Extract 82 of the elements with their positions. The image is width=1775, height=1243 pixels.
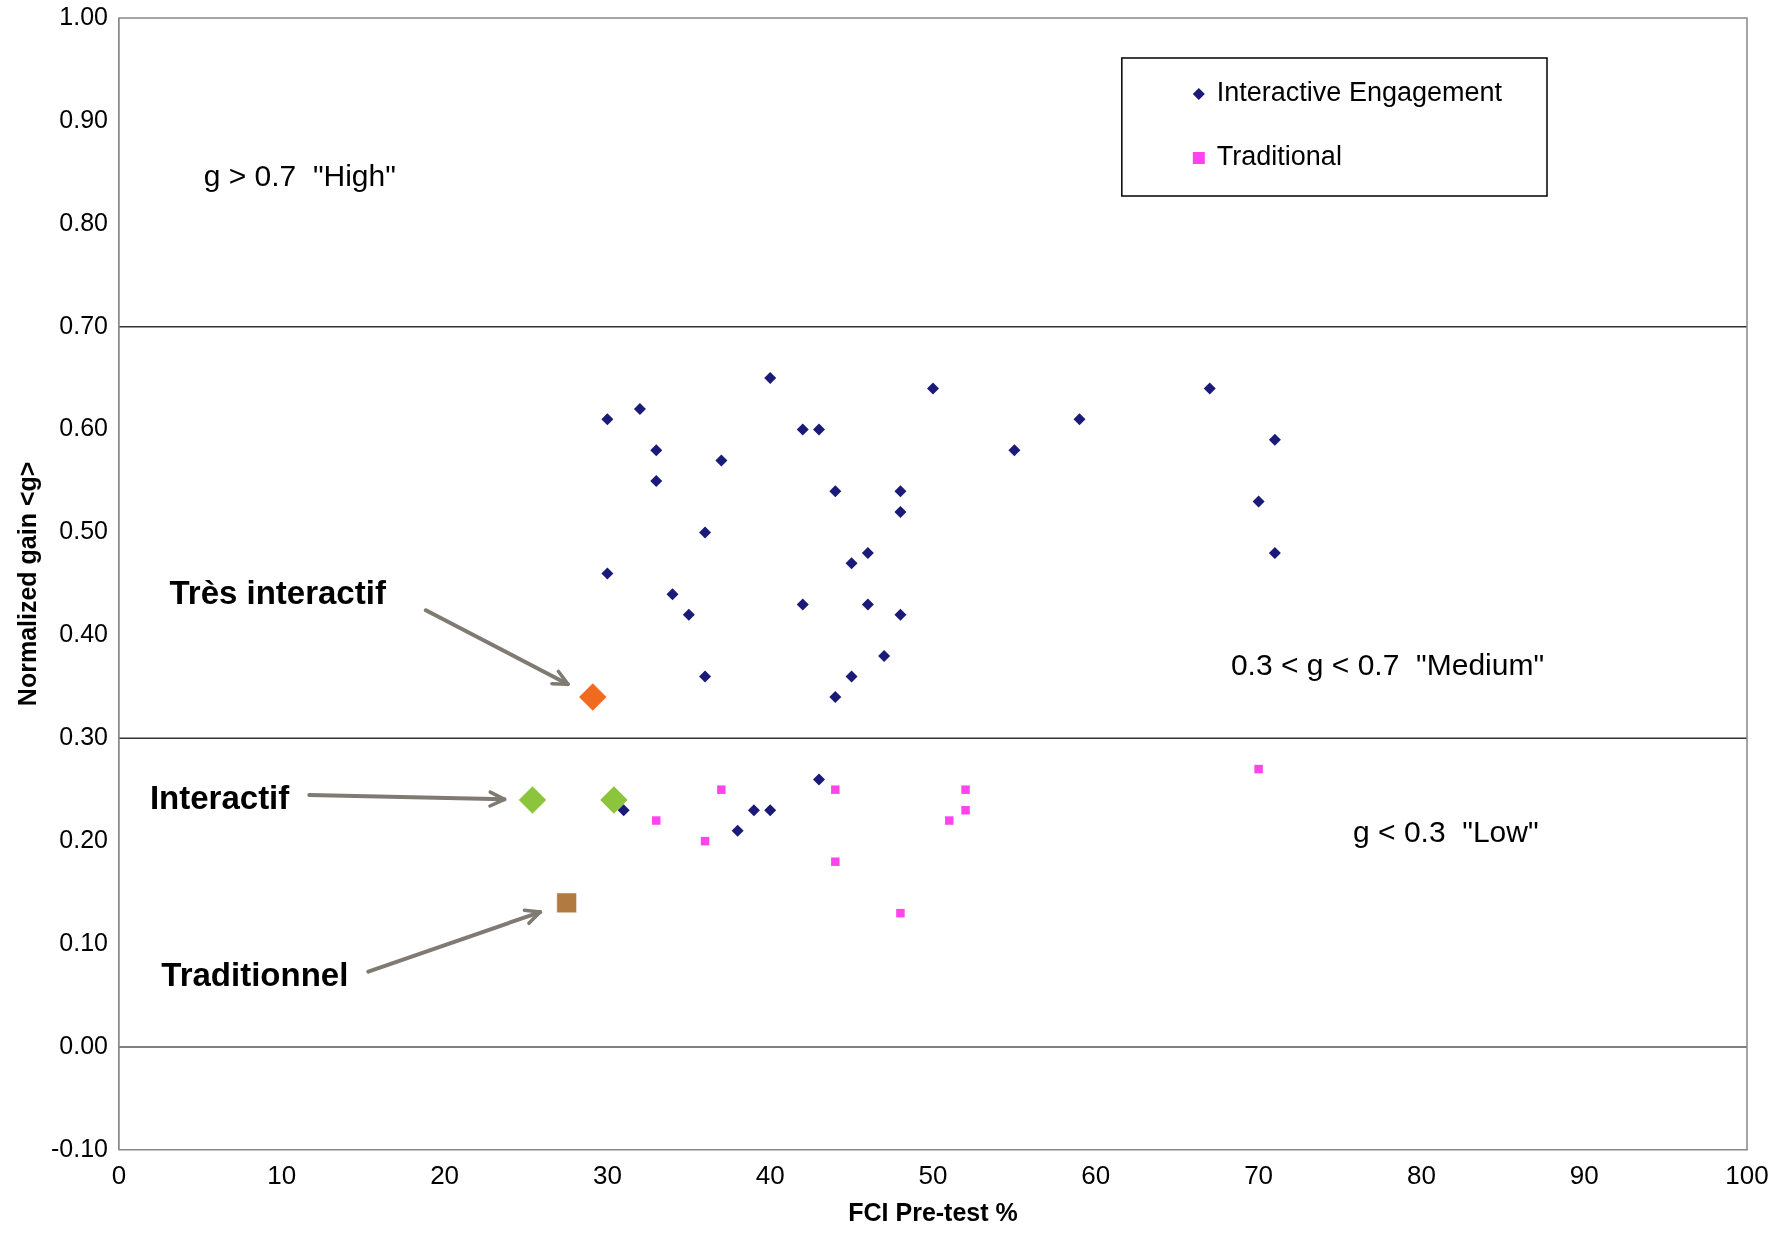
x-tick-label: 20 xyxy=(430,1159,460,1190)
point xyxy=(650,475,663,488)
point xyxy=(650,444,663,457)
point xyxy=(699,670,712,683)
point xyxy=(878,649,891,662)
point xyxy=(796,423,809,436)
point xyxy=(831,785,840,794)
point xyxy=(961,806,970,815)
point xyxy=(578,682,608,712)
point xyxy=(1252,495,1265,508)
y-tick-label: 0.70 xyxy=(59,310,108,339)
point xyxy=(831,857,840,866)
point xyxy=(666,588,679,601)
point xyxy=(894,505,907,518)
point xyxy=(894,608,907,621)
point xyxy=(861,598,874,611)
point xyxy=(1268,547,1281,560)
point xyxy=(829,691,842,704)
x-tick-label: 70 xyxy=(1244,1159,1274,1190)
point xyxy=(845,670,858,683)
point xyxy=(682,608,695,621)
legend-label: Interactive Engagement xyxy=(1216,77,1503,108)
x-tick-label: 80 xyxy=(1406,1159,1436,1190)
x-tick-label: 90 xyxy=(1569,1159,1599,1190)
point xyxy=(556,892,578,914)
y-tick-label: 0.30 xyxy=(59,722,108,751)
point xyxy=(747,804,760,817)
x-tick-label: 40 xyxy=(755,1159,785,1190)
x-tick-label: 10 xyxy=(267,1159,297,1190)
annotation: g > 0.7 "High" xyxy=(203,158,396,192)
point xyxy=(699,526,712,539)
point xyxy=(764,372,777,385)
y-tick-label: 0.20 xyxy=(59,825,108,854)
x-tick-label: 60 xyxy=(1081,1159,1111,1190)
y-tick-label: 0.50 xyxy=(59,516,108,545)
point xyxy=(717,785,726,794)
point xyxy=(796,598,809,611)
annotation: 0.3 < g < 0.7 "Medium" xyxy=(1230,647,1545,681)
y-tick-label: 0.40 xyxy=(59,619,108,648)
point xyxy=(1268,433,1281,446)
x-tick-label: 100 xyxy=(1725,1159,1769,1190)
x-axis-title: FCI Pre-test % xyxy=(848,1197,1018,1226)
point xyxy=(961,785,970,794)
y-axis-title: Normalized gain <g> xyxy=(12,461,41,707)
y-tick-label: -0.10 xyxy=(51,1133,108,1162)
y-tick-label: 0.60 xyxy=(59,413,108,442)
y-tick-label: 1.00 xyxy=(59,1,108,30)
y-tick-label: 0.80 xyxy=(59,207,108,236)
point xyxy=(731,824,744,837)
point xyxy=(813,423,826,436)
annotation: Interactif xyxy=(149,779,291,817)
point xyxy=(926,382,939,395)
y-tick-label: 0.00 xyxy=(59,1030,108,1059)
point xyxy=(601,567,614,580)
point xyxy=(845,557,858,570)
point xyxy=(894,485,907,498)
x-tick-label: 30 xyxy=(592,1159,622,1190)
point xyxy=(1008,444,1021,457)
annotation: g < 0.3 "Low" xyxy=(1353,815,1539,849)
point xyxy=(945,816,954,825)
point xyxy=(1203,382,1216,395)
x-tick-label: 0 xyxy=(111,1159,127,1190)
point xyxy=(764,804,777,817)
annotation: Très interactif xyxy=(169,574,387,612)
point xyxy=(651,816,661,825)
point xyxy=(1254,764,1263,774)
point xyxy=(601,413,614,426)
legend-label: Traditional xyxy=(1216,141,1342,172)
y-tick-label: 0.10 xyxy=(59,927,108,956)
point xyxy=(829,485,842,498)
point xyxy=(813,773,826,786)
point xyxy=(599,785,629,815)
y-tick-label: 0.90 xyxy=(59,104,108,133)
point xyxy=(617,804,630,817)
point xyxy=(633,402,646,415)
point xyxy=(715,454,728,467)
point xyxy=(518,785,547,815)
point xyxy=(1073,413,1086,426)
x-tick-label: 50 xyxy=(918,1159,948,1190)
point xyxy=(896,908,905,918)
annotation: Traditionnel xyxy=(161,955,349,993)
point xyxy=(861,547,874,560)
